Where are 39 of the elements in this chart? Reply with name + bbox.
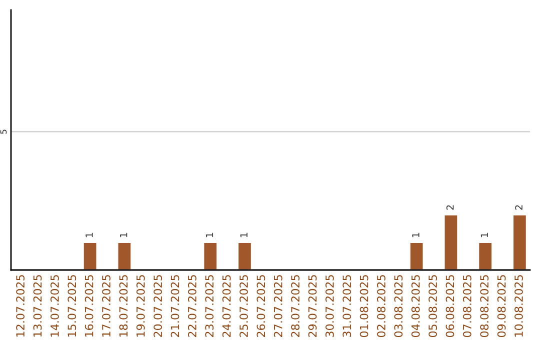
x-tick-label: 09.08.2025 — [497, 275, 506, 338]
x-tick-label: 21.07.2025 — [170, 275, 180, 337]
x-tick-label: 05.08.2025 — [428, 275, 437, 338]
x-tick-label: 02.08.2025 — [377, 275, 386, 338]
x-tick-label: 22.07.2025 — [188, 275, 196, 337]
x-tick-label: 14.07.2025 — [50, 275, 59, 337]
data-label: 1 — [412, 232, 420, 238]
data-label: 1 — [120, 232, 128, 238]
x-tick-label: 16.07.2025 — [84, 275, 94, 337]
data-label: 1 — [206, 232, 214, 238]
x-tick-label: 26.07.2025 — [256, 275, 266, 337]
x-tick-label: 13.07.2025 — [33, 275, 42, 337]
x-tick-label: 31.07.2025 — [342, 275, 352, 337]
x-tick-label: 07.08.2025 — [462, 275, 472, 338]
x-tick-label: 10.08.2025 — [514, 275, 523, 337]
x-tick-label: 30.07.2025 — [325, 275, 334, 337]
data-label: 2 — [446, 205, 454, 210]
x-tick-label: 06.08.2025 — [446, 275, 454, 338]
x-tick-label: 19.07.2025 — [136, 275, 145, 337]
x-tick-label: 01.08.2025 — [360, 275, 368, 338]
x-tick-label: 27.07.2025 — [274, 275, 282, 337]
x-tick-label: 24.07.2025 — [222, 275, 231, 337]
x-tick-label: 23.07.2025 — [205, 275, 214, 337]
x-tick-label: 29.07.2025 — [308, 275, 317, 337]
data-label: 1 — [86, 232, 93, 238]
data-label: 2 — [515, 205, 522, 210]
x-tick-label: 18.07.2025 — [119, 275, 128, 337]
y-tick-label: 5 — [0, 130, 7, 134]
x-tick-label: 25.07.2025 — [240, 275, 248, 337]
x-tick-label: 17.07.2025 — [102, 275, 110, 337]
x-tick-label: 20.07.2025 — [154, 275, 162, 337]
x-tick-label: 15.07.2025 — [68, 275, 76, 337]
data-label: 1 — [480, 232, 488, 238]
x-tick-label: 03.08.2025 — [394, 275, 403, 338]
x-tick-label: 28.07.2025 — [291, 275, 300, 337]
x-tick-label: 12.07.2025 — [16, 275, 25, 337]
x-tick-label: 04.08.2025 — [411, 275, 420, 338]
x-tick-label: 08.08.2025 — [480, 275, 489, 338]
data-label: 1 — [240, 232, 248, 238]
